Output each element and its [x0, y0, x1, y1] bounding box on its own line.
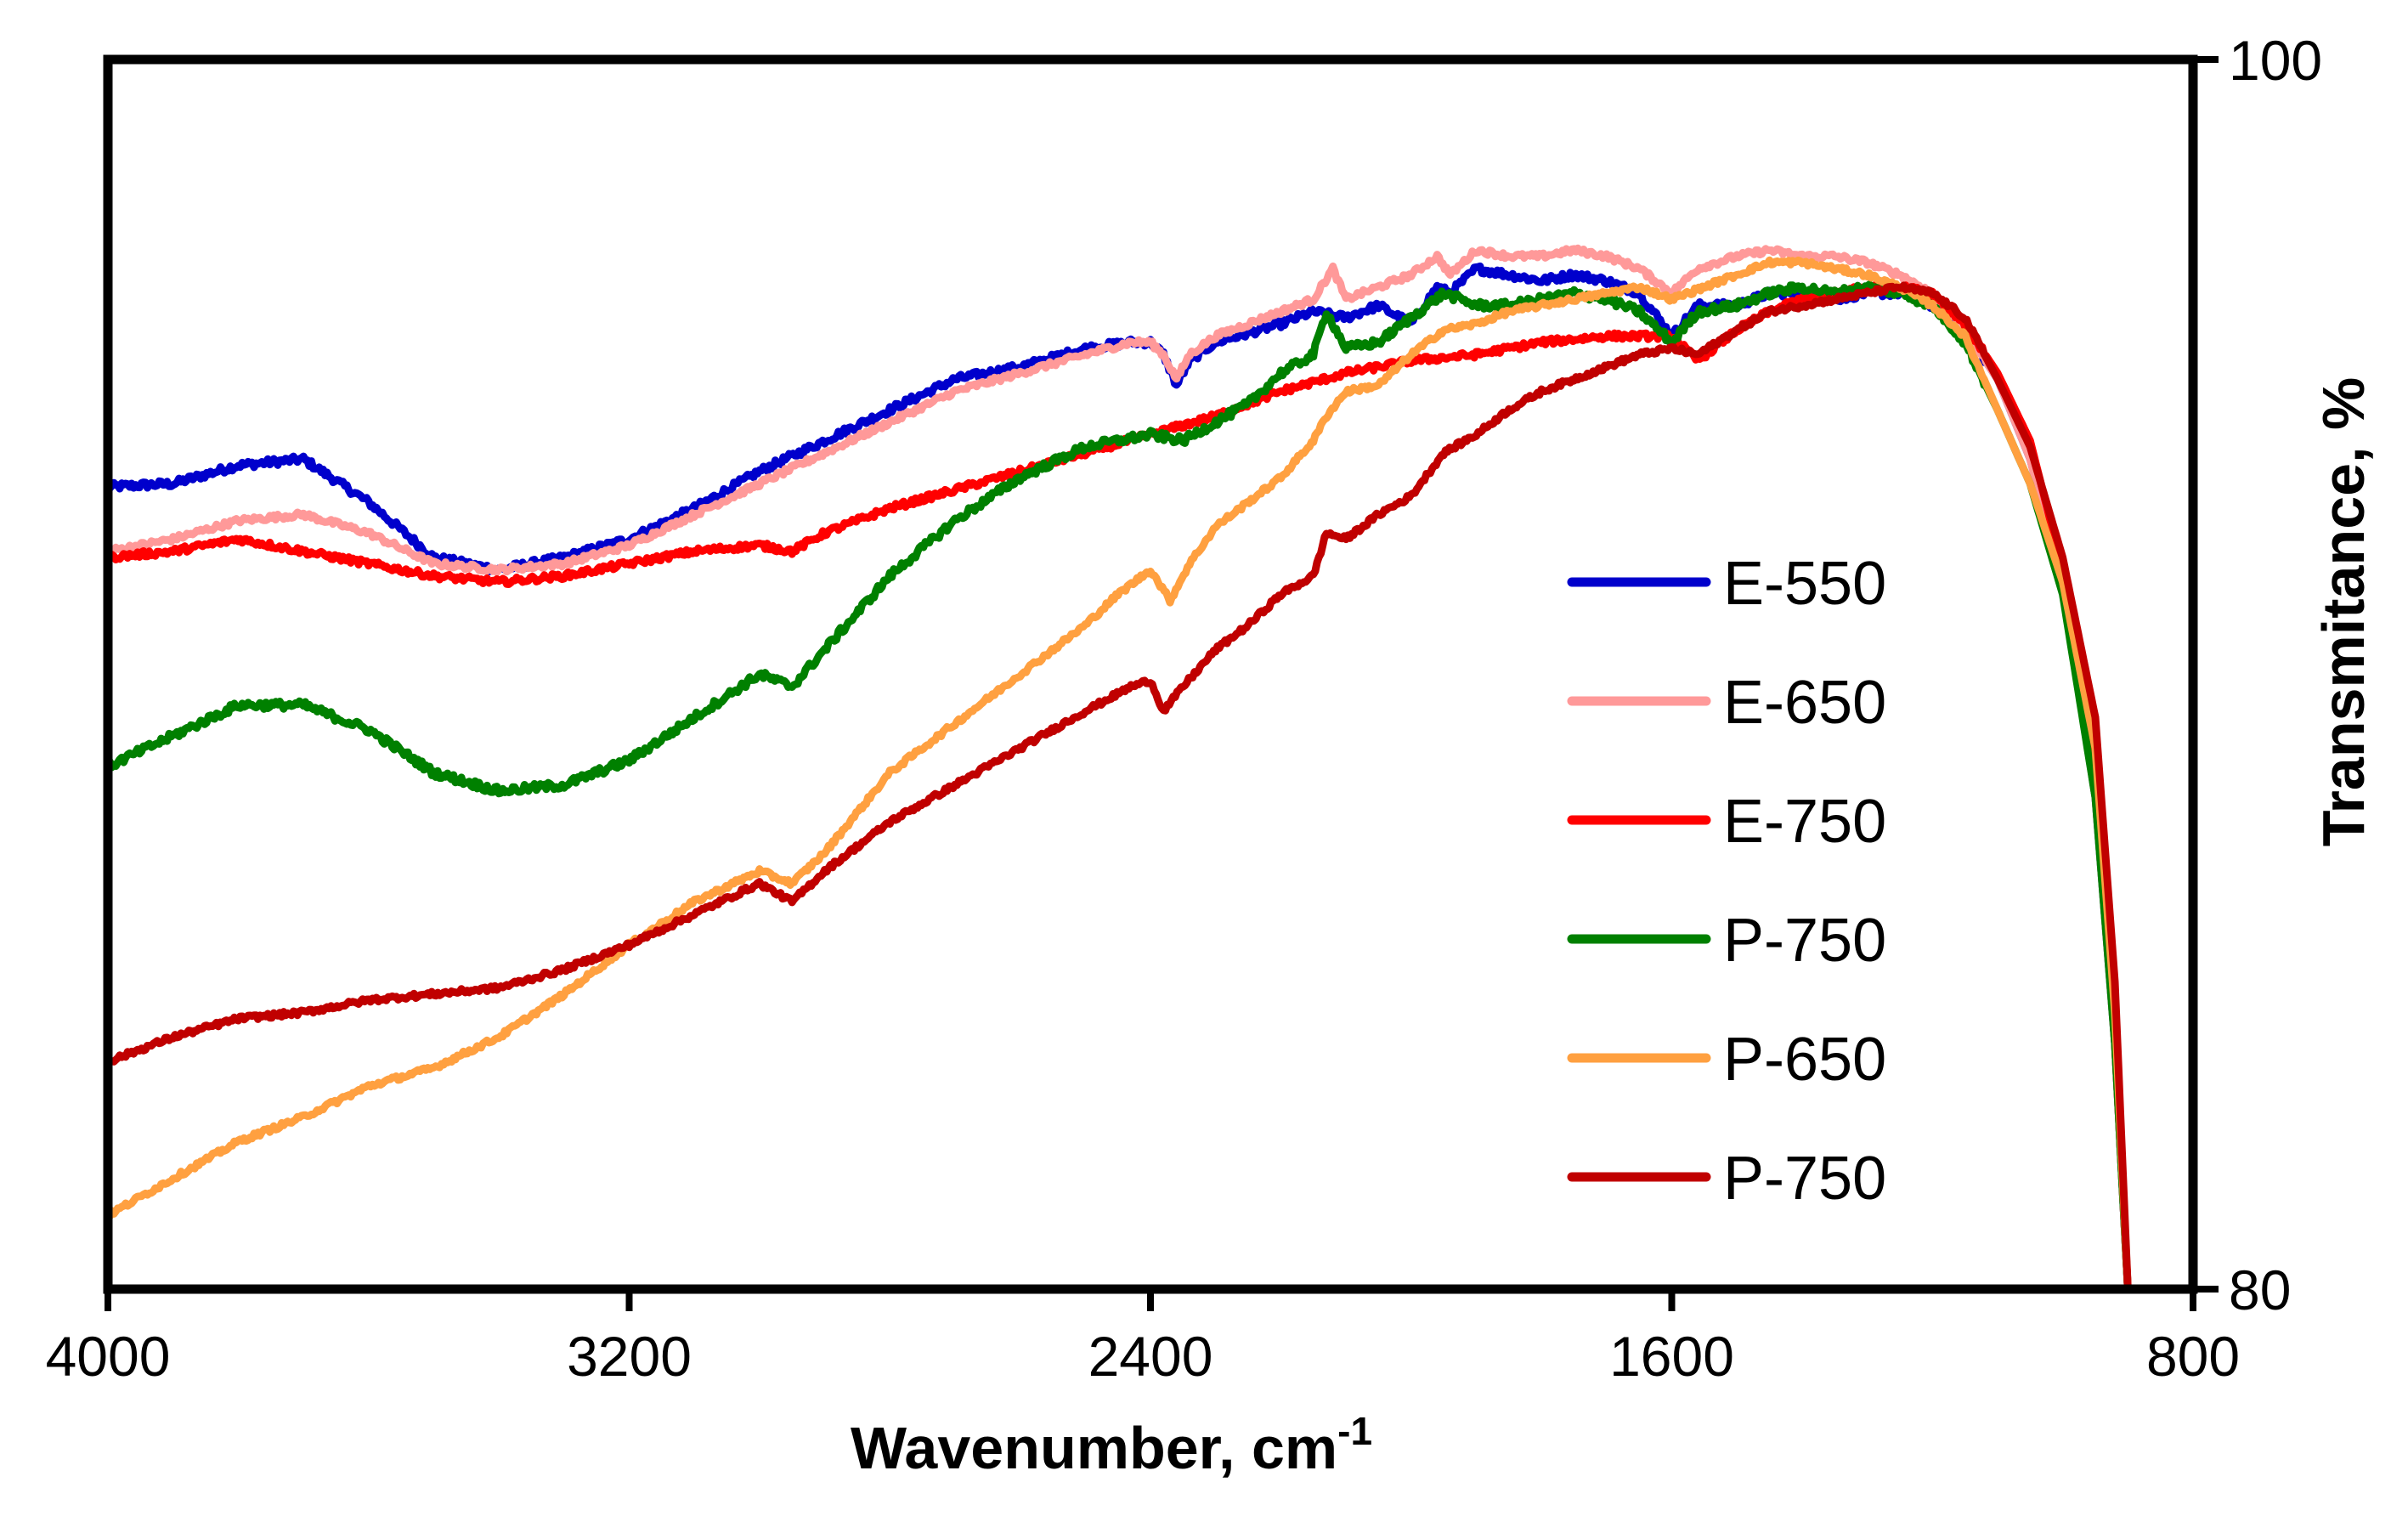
series-line-4	[108, 280, 2132, 1289]
x-axis-ticks: 4000 3200 2400 1600 800	[46, 1289, 2240, 1388]
x-axis-title-superscript: -1	[1337, 1409, 1372, 1453]
x-tick-label: 2400	[1088, 1325, 1213, 1388]
legend: E-550 E-650 E-750 P-750 P-650 P-750	[1567, 550, 1886, 1213]
x-axis-title-text: Wavenumber, cm	[851, 1415, 1337, 1481]
x-tick-label: 3200	[567, 1325, 692, 1388]
legend-label-5: P-650	[1723, 1026, 1886, 1094]
series-line-6	[108, 281, 2132, 1289]
y-axis-title: Transmitance, %	[2310, 377, 2377, 846]
series-layer	[108, 244, 2132, 1289]
series-line-5	[108, 256, 2132, 1289]
legend-label-6: P-750	[1723, 1145, 1886, 1213]
x-tick-label: 4000	[46, 1325, 171, 1388]
x-tick-label: 1600	[1609, 1325, 1734, 1388]
legend-label-3: E-750	[1723, 788, 1886, 856]
series-line-2	[108, 244, 2132, 1289]
y-tick-label: 100	[2229, 29, 2322, 92]
y-axis-ticks: 100 80	[2193, 29, 2322, 1321]
legend-label-2: E-650	[1723, 669, 1886, 737]
x-axis-title: Wavenumber, cm-1	[851, 1409, 1372, 1481]
legend-label-4: P-750	[1723, 907, 1886, 975]
legend-label-1: E-550	[1723, 550, 1886, 618]
y-tick-label: 80	[2229, 1259, 2291, 1321]
series-line-1	[108, 262, 2132, 1289]
x-tick-label: 800	[2146, 1325, 2240, 1388]
